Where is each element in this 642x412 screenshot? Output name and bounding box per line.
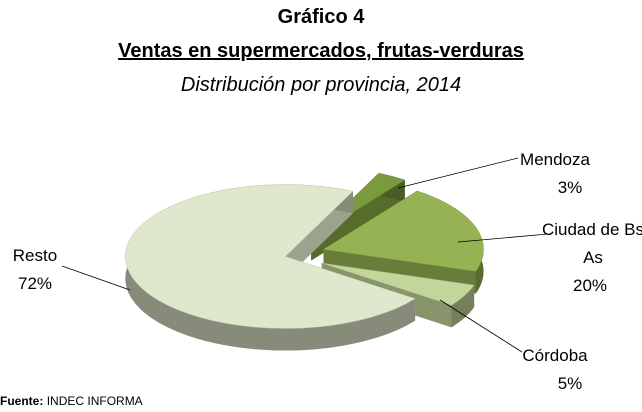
slice-top xyxy=(321,262,475,306)
leader-line xyxy=(397,157,519,189)
pie-slice xyxy=(125,184,416,351)
chart-subtitle: Ventas en supermercados, frutas-verduras xyxy=(118,40,524,62)
chart-caption: Distribución por provincia, 2014 xyxy=(180,74,462,96)
slice-value-label: 20% xyxy=(572,276,608,295)
chart-title: Gráfico 4 xyxy=(277,6,365,28)
slice-top xyxy=(125,184,416,329)
slice-value-label: 72% xyxy=(17,274,53,293)
source-label: Fuente: xyxy=(0,394,44,408)
slice-top xyxy=(322,190,484,272)
leader-line xyxy=(439,299,523,353)
slice-label: Resto xyxy=(12,246,58,265)
slice-label: Ciudad de Bs As xyxy=(541,220,642,267)
source-text: INDEC INFORMA xyxy=(46,394,143,408)
leader-line xyxy=(457,233,549,243)
slice-label: Mendoza xyxy=(520,150,590,169)
slice-side xyxy=(125,184,416,351)
slice-cut xyxy=(285,191,353,279)
source: Fuente: INDEC INFORMA xyxy=(0,394,143,408)
slice-side xyxy=(451,285,475,328)
leader-line xyxy=(61,265,131,291)
slice-label: Córdoba xyxy=(522,346,588,365)
slice-cut xyxy=(311,180,405,261)
slice-value-label: 3% xyxy=(557,178,583,197)
slice-value-label: 5% xyxy=(557,374,583,393)
